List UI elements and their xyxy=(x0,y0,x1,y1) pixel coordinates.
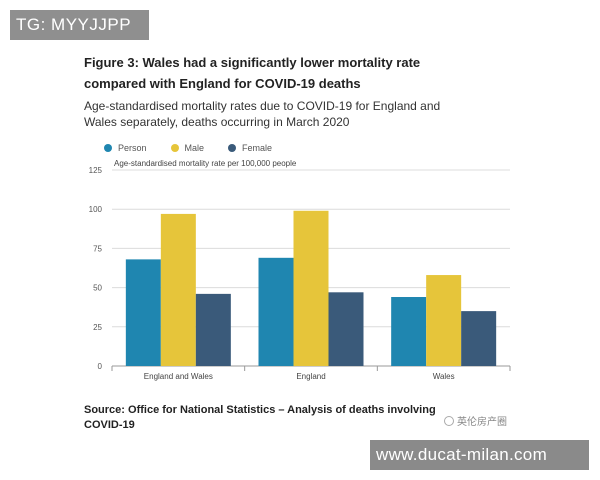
y-tick-label: 125 xyxy=(89,166,103,175)
legend-label-female: Female xyxy=(242,143,273,153)
bar-male xyxy=(160,213,196,366)
y-tick-label: 100 xyxy=(89,205,103,214)
legend-swatch-male xyxy=(170,144,179,152)
bar-male xyxy=(426,275,462,366)
x-tick-label: Wales xyxy=(433,372,455,381)
y-tick-label: 50 xyxy=(93,284,102,293)
y-tick-label: 0 xyxy=(98,362,103,371)
legend-label-male: Male xyxy=(184,143,205,153)
x-tick-label: England xyxy=(296,372,325,381)
figure-source: Source: Office for National Statistics –… xyxy=(84,404,436,431)
legend-swatch-person xyxy=(104,144,112,152)
wechat-watermark: 英伦房产圈 xyxy=(444,413,507,428)
bar-male xyxy=(293,210,329,366)
legend-item-male: Male xyxy=(170,143,205,153)
legend-item-female: Female xyxy=(228,143,272,153)
bar-female xyxy=(461,311,497,366)
bar-person xyxy=(258,257,294,366)
figure-title: Figure 3: Wales had a significantly lowe… xyxy=(84,55,421,91)
bar-person xyxy=(391,297,427,366)
bar-female xyxy=(195,293,231,366)
url-watermark-badge: www.ducat-milan.com xyxy=(370,440,589,470)
bar-person xyxy=(125,259,161,366)
y-axis-label: Age-standardised mortality rate per 100,… xyxy=(114,159,297,168)
chart-legend: Person Male Female xyxy=(104,141,296,155)
tg-watermark-badge: TG: MYYJJPP xyxy=(10,10,149,40)
x-tick-label: England and Wales xyxy=(144,372,213,381)
legend-item-person: Person xyxy=(104,143,147,153)
y-tick-label: 75 xyxy=(93,244,102,253)
figure-subtitle: Age-standardised mortality rates due to … xyxy=(84,99,441,129)
bar-female xyxy=(328,292,364,366)
wechat-icon xyxy=(444,415,454,426)
legend-swatch-female xyxy=(228,144,237,152)
legend-label-person: Person xyxy=(118,143,147,153)
y-tick-label: 25 xyxy=(93,323,102,332)
wechat-watermark-label: 英伦房产圈 xyxy=(457,417,507,428)
